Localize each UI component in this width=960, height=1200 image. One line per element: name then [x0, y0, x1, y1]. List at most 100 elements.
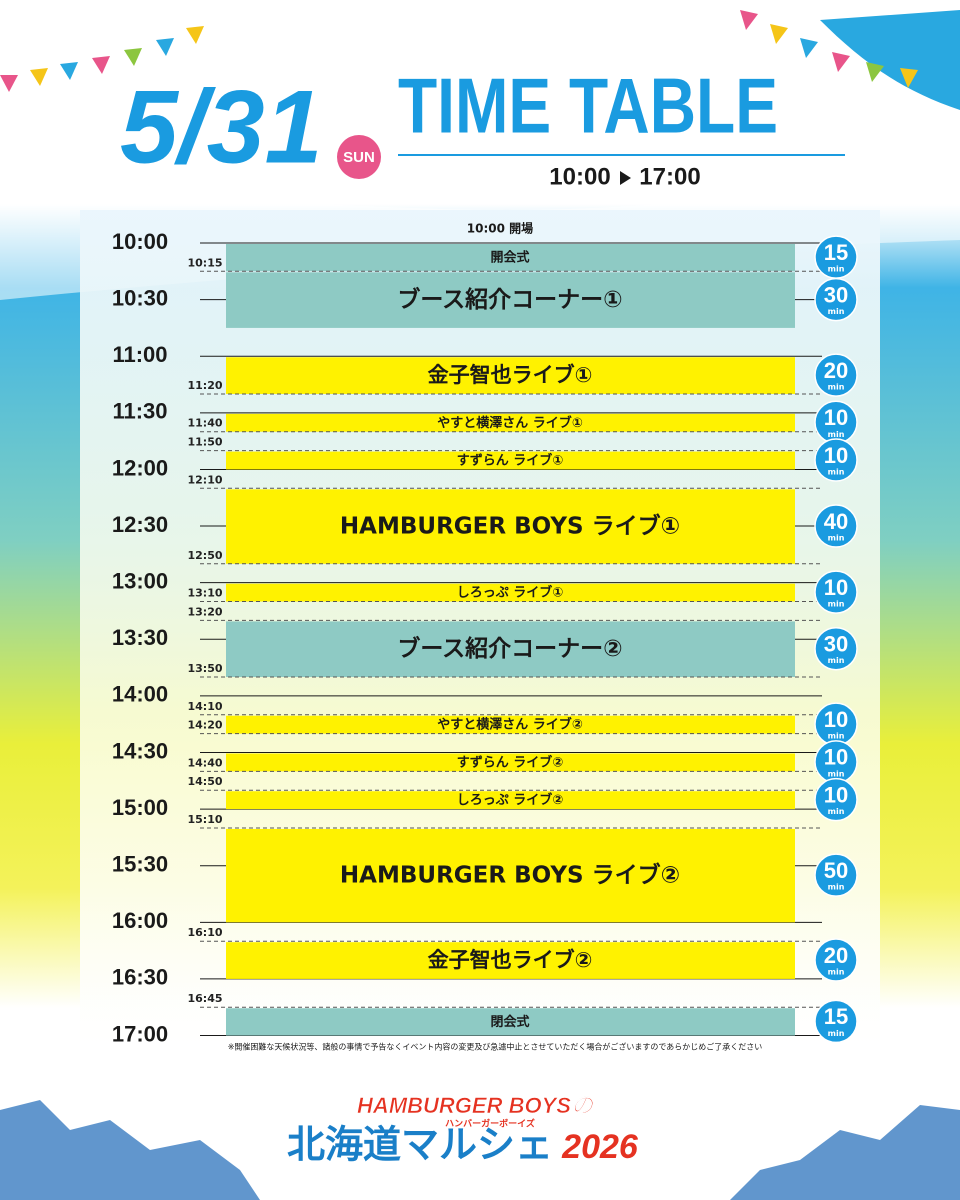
duration-unit: min	[828, 968, 845, 977]
duration-badge	[814, 504, 858, 548]
time-mark: 14:20	[187, 719, 222, 732]
event-title: やすと横澤さん ライブ①	[437, 415, 583, 431]
hour-label: 15:00	[112, 795, 168, 820]
time-mark: 13:20	[187, 605, 222, 618]
logo-year: 2026	[561, 1128, 639, 1166]
logo-kana: ハンバーガーボーイズ	[445, 1118, 535, 1130]
title-backdrop	[480, 249, 540, 266]
title-backdrop	[417, 363, 603, 388]
title-backdrop	[446, 584, 574, 601]
hour-label: 14:30	[112, 738, 168, 763]
day: SUN	[343, 149, 375, 166]
title-backdrop	[427, 716, 593, 733]
hour-label: 10:00	[112, 229, 168, 254]
event-title: しろっぷ ライブ②	[457, 792, 564, 808]
opening: 10:00 開場	[467, 221, 533, 236]
event-title: 閉会式	[490, 1014, 529, 1030]
title-backdrop	[387, 286, 633, 314]
note: ※開催困難な天候状況等、諸般の事情で予告なくイベント内容の変更及び急遽中止とさせ…	[228, 1042, 763, 1052]
time-mark: 13:50	[187, 662, 222, 675]
date: 5/31	[120, 69, 322, 185]
logo-line1: HAMBURGER BOYSの	[357, 1093, 595, 1118]
duration: 10	[824, 575, 848, 600]
hour-label: 12:00	[112, 455, 168, 480]
hour-label: 15:30	[112, 852, 168, 877]
duration-badge	[814, 438, 858, 482]
duration: 20	[824, 358, 848, 383]
title-backdrop	[417, 948, 603, 973]
duration: 50	[824, 858, 848, 883]
duration-unit: min	[828, 430, 845, 439]
hours-start: 10:00	[549, 163, 610, 190]
duration-badge	[814, 938, 858, 982]
day-badge	[337, 135, 381, 179]
sky-shape	[820, 10, 960, 110]
event-title: やすと横澤さん ライブ②	[437, 717, 583, 733]
event-title: しろっぷ ライブ①	[457, 585, 564, 601]
bunting	[0, 10, 952, 92]
duration-unit: min	[828, 265, 845, 274]
event-title: 金子智也ライブ①	[428, 363, 593, 387]
duration-badge	[814, 570, 858, 614]
duration: 15	[824, 1004, 848, 1029]
event-title: すずらん ライブ①	[457, 453, 564, 469]
duration-badge	[814, 277, 858, 322]
duration-badge	[814, 853, 858, 897]
duration-unit: min	[828, 656, 845, 665]
title-backdrop	[480, 1013, 540, 1030]
hour-label: 11:30	[112, 399, 167, 424]
event-title: HAMBURGER BOYS ライブ①	[340, 513, 680, 540]
time-mark: 12:10	[187, 473, 222, 486]
title-backdrop	[446, 452, 574, 469]
duration-unit: min	[828, 807, 845, 816]
hour-label: 13:30	[112, 625, 168, 650]
time-mark: 14:10	[187, 700, 222, 713]
duration: 10	[824, 782, 848, 807]
title-backdrop	[446, 792, 574, 809]
duration: 10	[824, 443, 848, 468]
hour-label: 11:00	[112, 342, 167, 367]
time-mark: 14:40	[187, 756, 222, 769]
hour-label: 12:30	[112, 512, 168, 537]
hour-label: 16:30	[112, 965, 168, 990]
duration-unit: min	[828, 600, 845, 609]
event-title: HAMBURGER BOYS ライブ②	[340, 862, 680, 889]
duration: 20	[824, 943, 848, 968]
duration-unit: min	[828, 383, 845, 392]
time-mark: 16:10	[187, 926, 222, 939]
hour-label: 17:00	[112, 1021, 168, 1046]
duration: 30	[824, 282, 848, 307]
arrow	[620, 171, 631, 185]
time-mark: 15:10	[187, 813, 222, 826]
event-title: 金子智也ライブ②	[428, 948, 593, 972]
duration-unit: min	[828, 468, 845, 477]
time-mark: 16:45	[187, 992, 222, 1005]
title-backdrop	[329, 861, 691, 889]
hour-label: 13:00	[112, 568, 168, 593]
duration: 10	[824, 707, 848, 732]
title-backdrop	[387, 635, 633, 663]
title-backdrop	[446, 754, 574, 771]
hour-label: 16:00	[112, 908, 168, 933]
duration: 10	[824, 745, 848, 770]
duration: 30	[824, 632, 848, 657]
hours-end: 17:00	[639, 163, 700, 190]
hour-label: 10:30	[112, 285, 168, 310]
duration-unit: min	[828, 307, 845, 316]
duration-unit: min	[828, 1029, 845, 1038]
event-title: ブース紹介コーナー①	[397, 286, 622, 313]
duration-badge	[814, 999, 858, 1044]
time-mark: 14:50	[187, 775, 222, 788]
title: TIME TABLE	[398, 62, 778, 150]
hour-label: 14:00	[112, 682, 168, 707]
title-backdrop	[427, 414, 593, 431]
time-mark: 11:40	[187, 417, 222, 430]
event-title: 開会式	[490, 250, 529, 266]
time-mark: 13:10	[187, 587, 222, 600]
logo-line2: 北海道マルシェ	[287, 1123, 553, 1167]
event-title: すずらん ライブ②	[457, 754, 564, 770]
time-mark: 11:20	[187, 379, 222, 392]
timeline: 10:00 10:30 11:00 11:30 12:00 12:30 13:00 13:30…	[112, 229, 858, 1046]
duration-unit: min	[828, 769, 845, 778]
